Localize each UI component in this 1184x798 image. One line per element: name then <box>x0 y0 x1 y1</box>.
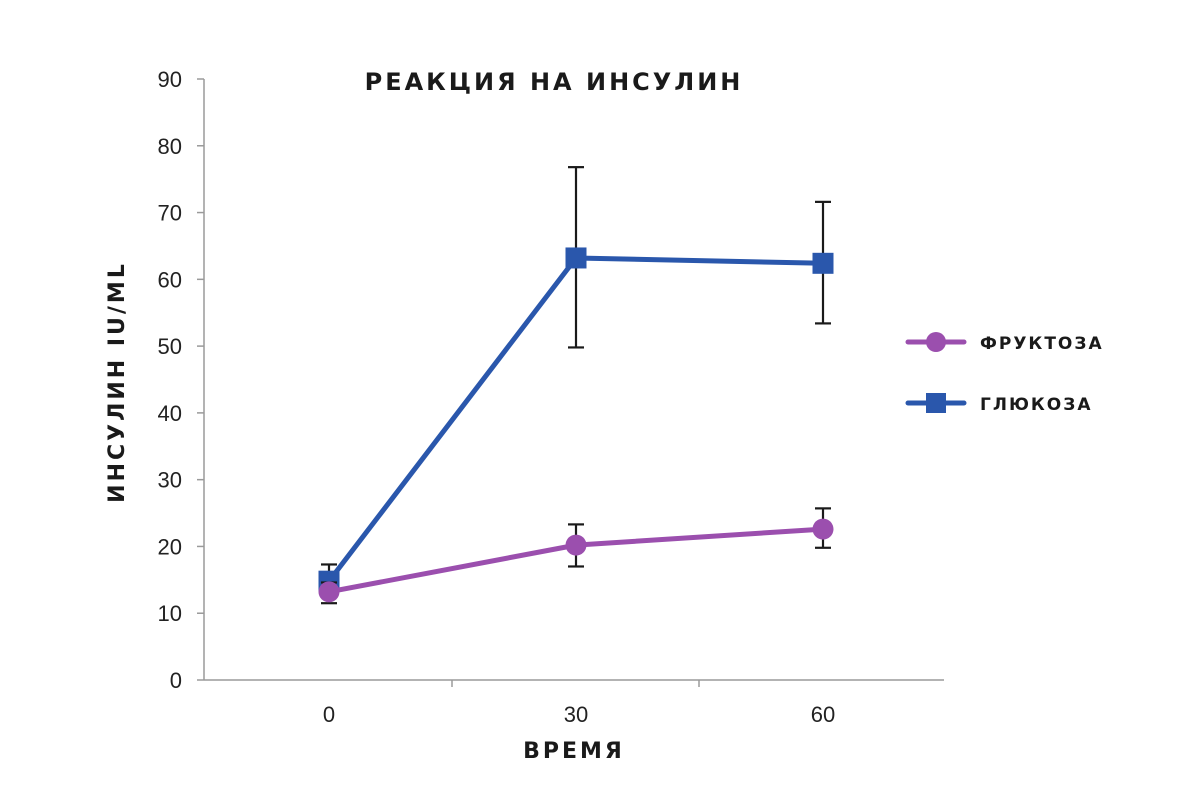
legend-label: ФРУКТОЗА <box>980 334 1104 354</box>
y-tick-label: 90 <box>158 67 182 92</box>
x-tick-label: 60 <box>811 702 835 727</box>
data-point <box>318 581 340 603</box>
data-point <box>565 247 587 269</box>
y-tick-label: 10 <box>158 601 182 626</box>
axes <box>203 79 944 681</box>
y-tick-label: 60 <box>158 267 182 292</box>
data-point <box>565 534 587 556</box>
legend-marker <box>926 332 946 352</box>
series-fructose <box>318 507 834 605</box>
legend-item: ГЛЮКОЗА <box>905 393 1093 415</box>
y-axis-title: ИНСУЛИН IU/ML <box>105 261 130 503</box>
series-layer <box>318 166 834 605</box>
x-axis-ticks: 0 30 60 <box>323 680 835 727</box>
y-tick-label: 80 <box>158 134 182 159</box>
x-tick-label: 30 <box>564 702 588 727</box>
legend: ФРУКТОЗА ГЛЮКОЗА <box>905 332 1104 415</box>
series-glucose <box>318 166 834 593</box>
x-axis-title: ВРЕМЯ <box>523 739 625 764</box>
y-axis-ticks: 0 10 20 30 40 50 60 70 80 90 <box>158 67 204 693</box>
data-point <box>812 518 834 540</box>
y-tick-label: 20 <box>158 534 182 559</box>
legend-label: ГЛЮКОЗА <box>980 395 1093 415</box>
y-tick-label: 30 <box>158 468 182 493</box>
x-tick-label: 0 <box>323 702 335 727</box>
y-tick-label: 50 <box>158 334 182 359</box>
legend-item: ФРУКТОЗА <box>905 332 1104 354</box>
y-tick-label: 40 <box>158 401 182 426</box>
chart-title: РЕАКЦИЯ НА ИНСУЛИН <box>365 68 744 96</box>
y-tick-label: 70 <box>158 201 182 226</box>
y-tick-label: 0 <box>170 668 182 693</box>
data-point <box>812 252 834 274</box>
legend-marker <box>926 393 946 413</box>
